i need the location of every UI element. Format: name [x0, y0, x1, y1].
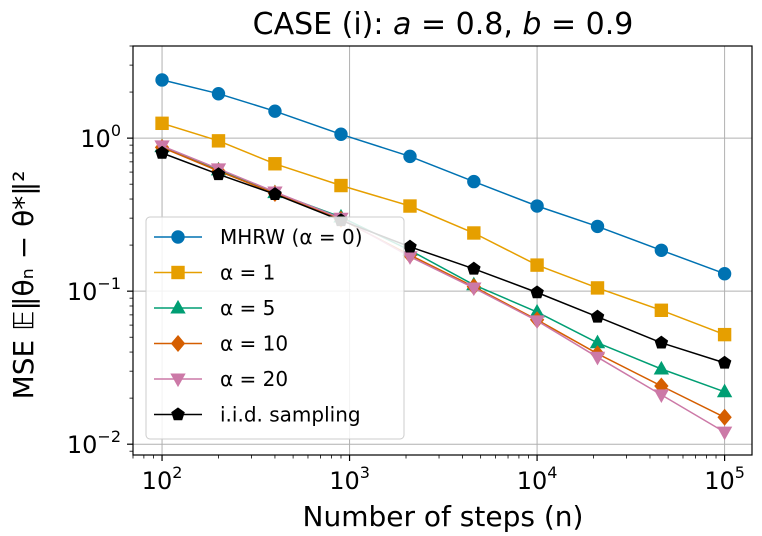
data-point: [590, 281, 605, 295]
plot-frame: [132, 45, 753, 456]
data-point: [653, 360, 670, 375]
legend-item: i.i.d. sampling: [154, 403, 361, 427]
data-point: [467, 261, 481, 275]
x-tick-label: 104: [517, 463, 558, 495]
legend-label: i.i.d. sampling: [220, 403, 361, 427]
data-point: [268, 104, 282, 118]
data-point: [653, 389, 670, 404]
chart-title: CASE (i): a = 0.8, b = 0.9: [253, 7, 634, 42]
data-point: [589, 351, 606, 366]
x-tick-base: 10: [142, 467, 173, 495]
data-point: [155, 116, 169, 131]
data-point: [530, 258, 544, 272]
y-tick-label: 100: [80, 121, 121, 153]
x-tick-label: 102: [142, 463, 183, 495]
data-point: [717, 267, 732, 281]
data-point: [530, 285, 544, 299]
series-0: [155, 73, 732, 281]
data-point: [654, 243, 669, 257]
x-tick-exp: 5: [735, 463, 745, 482]
y-tick-base: 10: [80, 125, 111, 153]
series-line: [161, 145, 725, 393]
legend-label: α = 10: [220, 332, 288, 356]
chart-title-var-a: a: [393, 7, 411, 42]
data-point: [717, 355, 732, 369]
data-point: [268, 187, 282, 200]
chart-title-eq-b: = 0.9: [541, 7, 633, 42]
series-line: [161, 146, 725, 418]
legend-marker: [170, 334, 186, 353]
data-point: [467, 174, 481, 189]
data-point: [403, 149, 417, 164]
x-tick-base: 10: [329, 467, 360, 495]
y-tick-label: 10−1: [67, 274, 121, 306]
x-tick-label: 105: [704, 463, 745, 495]
x-tick-base: 10: [704, 467, 735, 495]
y-tick-exp: −1: [97, 274, 121, 293]
y-tick-base: 10: [67, 431, 98, 459]
x-tick-exp: 3: [360, 463, 370, 482]
legend-label: α = 5: [220, 296, 275, 320]
series-line: [161, 152, 725, 364]
x-tick-base: 10: [517, 467, 548, 495]
data-point: [530, 199, 544, 213]
data-point: [654, 335, 669, 349]
chart-title-eq-a: = 0.8,: [411, 7, 522, 42]
data-point: [211, 87, 226, 101]
legend-marker: [171, 230, 185, 244]
legend-marker: [170, 299, 186, 314]
data-point: [467, 226, 481, 240]
chart-title-var-b: b: [522, 7, 541, 42]
data-point: [590, 309, 605, 323]
series-line: [161, 122, 725, 336]
data-point: [268, 157, 282, 171]
data-point: [155, 73, 169, 87]
chart-title-prefix: CASE (i):: [253, 7, 393, 42]
data-point: [334, 127, 348, 141]
data-point: [716, 383, 733, 398]
y-tick-base: 10: [67, 278, 98, 306]
series-line: [161, 145, 725, 433]
legend-marker: [171, 265, 185, 280]
legend-marker: [170, 373, 186, 388]
y-tick-exp: −2: [97, 427, 121, 446]
legend-box: [145, 216, 405, 440]
legend-label: MHRW (α = 0): [220, 225, 363, 249]
legend: MHRW (α = 0) α = 1 α = 5 α = 10 α = 20 i.i.d.…: [145, 216, 405, 440]
data-point: [717, 408, 732, 426]
data-point: [334, 178, 348, 193]
data-point: [211, 167, 226, 181]
data-point: [716, 426, 733, 441]
y-axis-label: MSE 𝔼‖θₙ − θ*‖²: [7, 171, 40, 400]
x-axis-label: Number of steps (n): [303, 500, 584, 533]
legend-item: α = 20: [154, 367, 288, 391]
series-1: [155, 116, 732, 342]
data-point: [403, 199, 417, 213]
x-tick-label: 103: [329, 463, 370, 495]
data-point: [155, 145, 169, 159]
series-line: [161, 79, 725, 275]
legend-marker: [171, 407, 185, 421]
legend-item: α = 1: [154, 261, 275, 285]
legend-item: MHRW (α = 0): [154, 225, 363, 249]
legend-item: α = 5: [154, 296, 275, 320]
data-point: [211, 134, 226, 148]
data-point: [466, 282, 482, 297]
data-point: [717, 327, 732, 342]
legend-label: α = 1: [220, 261, 275, 285]
y-tick-label: 10−2: [67, 427, 121, 459]
data-point: [529, 315, 545, 329]
y-tick-exp: 0: [111, 121, 121, 140]
data-point: [403, 239, 417, 253]
data-point: [654, 303, 669, 317]
data-point: [590, 219, 605, 234]
legend-item: α = 10: [154, 332, 288, 356]
legend-label: α = 20: [220, 367, 288, 391]
x-tick-exp: 2: [172, 463, 182, 482]
x-tick-exp: 4: [547, 463, 557, 482]
